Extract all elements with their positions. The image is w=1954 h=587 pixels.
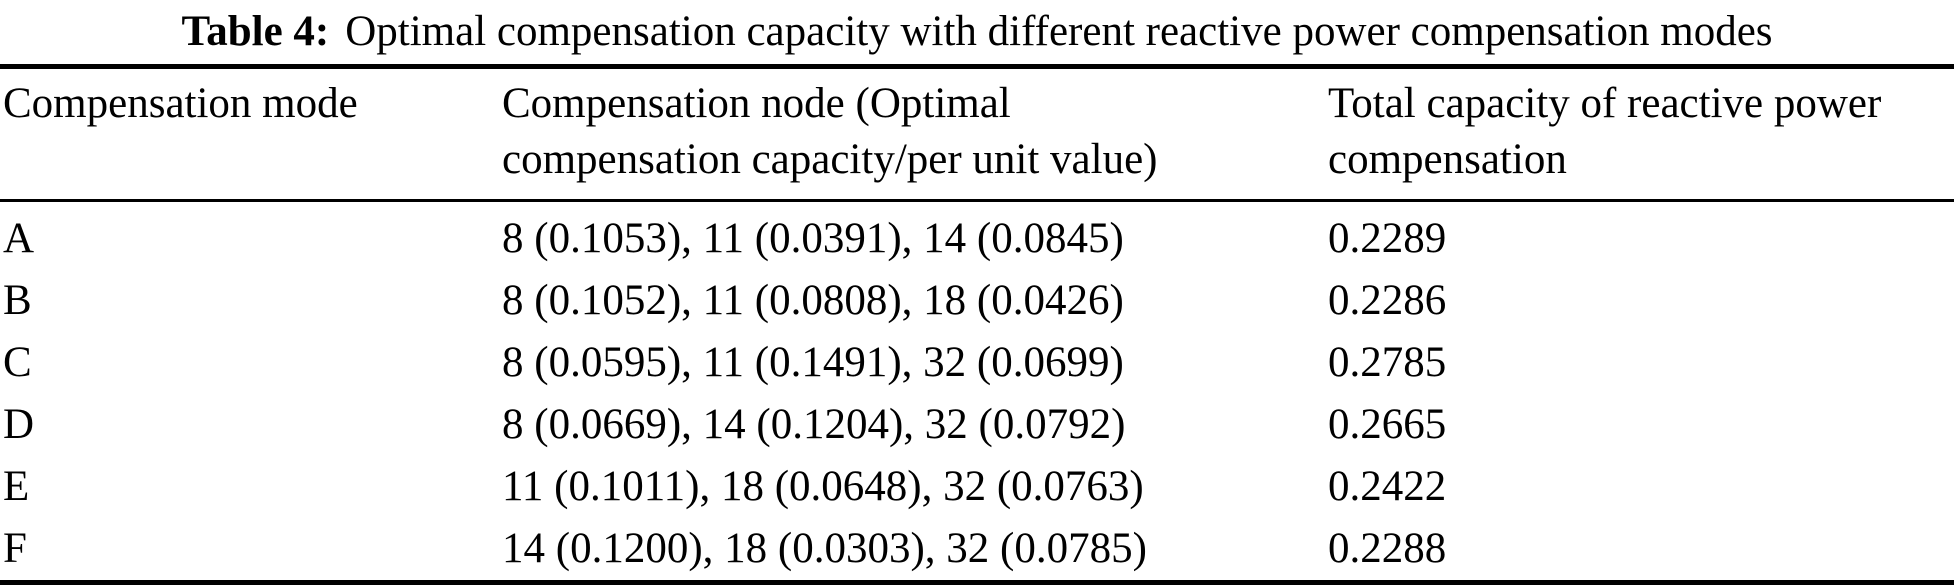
- table-row: C 8 (0.0595), 11 (0.1491), 32 (0.0699) 0…: [0, 332, 1954, 394]
- nodes-cell: 8 (0.1053), 11 (0.0391), 14 (0.0845): [502, 215, 1124, 262]
- nodes-cell: 14 (0.1200), 18 (0.0303), 32 (0.0785): [502, 525, 1147, 572]
- total-cell: 0.2665: [1328, 401, 1447, 448]
- column-header-compensation-mode: Compensation mode: [0, 66, 502, 202]
- total-cell: 0.2289: [1328, 215, 1447, 262]
- mode-cell: D: [3, 401, 35, 448]
- mode-cell: A: [3, 215, 35, 262]
- table-row: D 8 (0.0669), 14 (0.1204), 32 (0.0792) 0…: [0, 394, 1954, 456]
- nodes-cell: 8 (0.0669), 14 (0.1204), 32 (0.0792): [502, 401, 1126, 448]
- total-cell: 0.2286: [1328, 277, 1447, 324]
- table-number-label: Table 4:: [181, 8, 330, 55]
- table-row: E 11 (0.1011), 18 (0.0648), 32 (0.0763) …: [0, 456, 1954, 518]
- mode-cell: C: [3, 339, 32, 386]
- compensation-table: Compensation mode Compensation node (Opt…: [0, 64, 1954, 585]
- table-caption: Optimal compensation capacity with diffe…: [345, 8, 1773, 55]
- mode-cell: F: [3, 525, 27, 572]
- table-row: B 8 (0.1052), 11 (0.0808), 18 (0.0426) 0…: [0, 270, 1954, 332]
- total-cell: 0.2288: [1328, 525, 1447, 572]
- mode-cell: B: [3, 277, 32, 324]
- nodes-cell: 8 (0.0595), 11 (0.1491), 32 (0.0699): [502, 339, 1124, 386]
- column-header-compensation-node: Compensation node (Optimal compensation …: [502, 66, 1328, 202]
- header-row: Compensation mode Compensation node (Opt…: [0, 66, 1954, 202]
- table-header: Compensation mode Compensation node (Opt…: [0, 66, 1954, 202]
- mode-cell: E: [3, 463, 30, 510]
- nodes-cell: 11 (0.1011), 18 (0.0648), 32 (0.0763): [502, 463, 1144, 510]
- column-header-total-capacity: Total capacity of reactive power compens…: [1328, 66, 1954, 202]
- table-row: A 8 (0.1053), 11 (0.0391), 14 (0.0845) 0…: [0, 201, 1954, 271]
- total-cell: 0.2785: [1328, 339, 1447, 386]
- table-row: F 14 (0.1200), 18 (0.0303), 32 (0.0785) …: [0, 518, 1954, 583]
- table-body: A 8 (0.1053), 11 (0.0391), 14 (0.0845) 0…: [0, 201, 1954, 583]
- total-cell: 0.2422: [1328, 463, 1447, 510]
- nodes-cell: 8 (0.1052), 11 (0.0808), 18 (0.0426): [502, 277, 1124, 324]
- table-title: Table 4: Optimal compensation capacity wi…: [0, 0, 1954, 64]
